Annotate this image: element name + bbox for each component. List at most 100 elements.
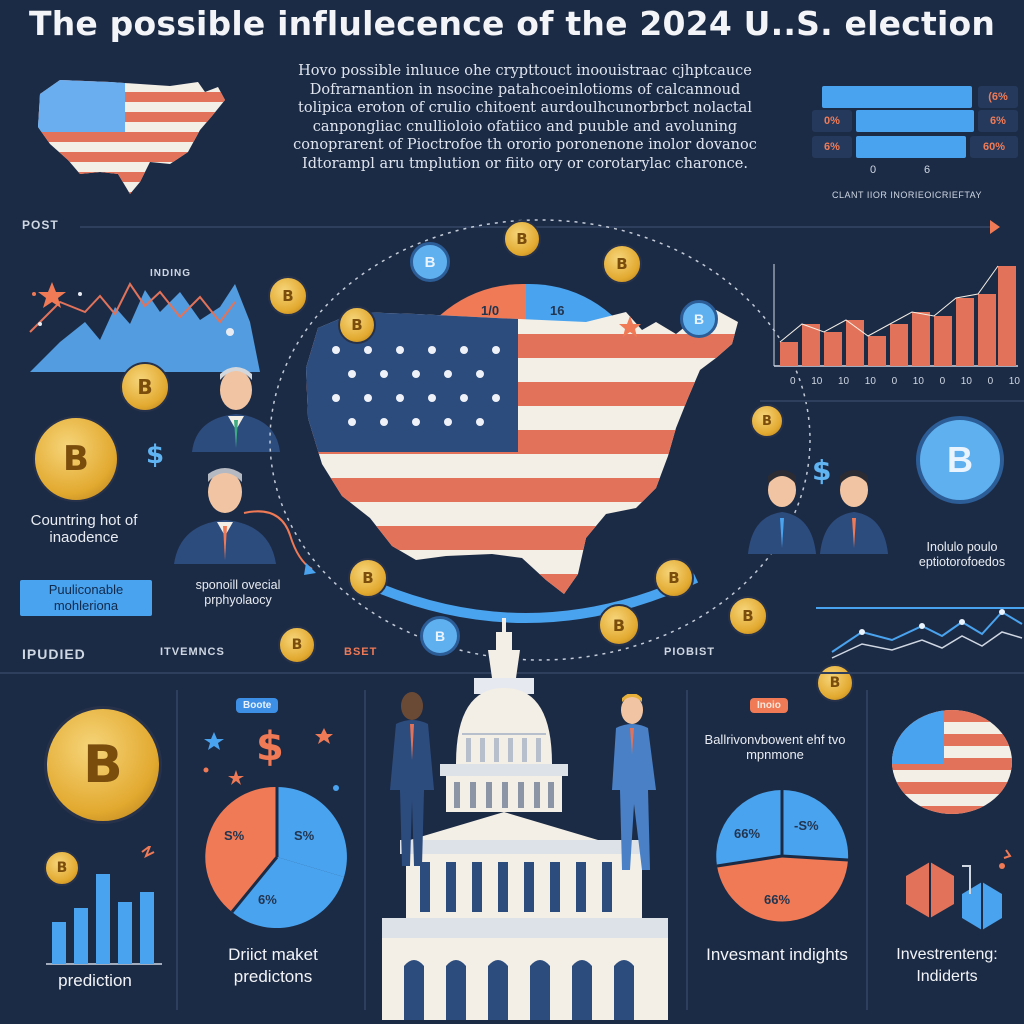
intro-line: Idtorampl aru tmplution or fiito ory or … bbox=[302, 155, 748, 172]
intro-line: tolipica eroton of crulio chitoent aurdo… bbox=[298, 100, 752, 116]
section-label-inding: INDING bbox=[150, 268, 191, 279]
boote-badge: Boote bbox=[236, 698, 279, 713]
us-flag-circle-icon bbox=[892, 710, 1012, 814]
pie-label-right: 16 bbox=[550, 303, 564, 318]
bitcoin-coin-icon: B bbox=[728, 596, 768, 636]
hbar-1 bbox=[822, 86, 972, 108]
us-flag-map-large: 1/0 16 bbox=[306, 283, 738, 623]
bitcoin-blue-coin-icon: B bbox=[420, 616, 460, 656]
section-label-ipudied: IPUDIED bbox=[22, 646, 86, 662]
section-label-post: POST bbox=[22, 218, 59, 232]
bitcoin-coin-icon: B bbox=[278, 626, 316, 664]
pie-label: -S% bbox=[794, 818, 819, 833]
arrow-right-icon bbox=[990, 220, 1000, 234]
hbar-3 bbox=[856, 136, 966, 158]
tick-label: 0 bbox=[790, 376, 796, 387]
us-flag-map-small bbox=[38, 80, 225, 194]
coin-orbit-ring bbox=[269, 219, 811, 661]
decorative-stars bbox=[203, 728, 339, 791]
column-divider bbox=[686, 690, 688, 1010]
tick-label: 0 bbox=[987, 376, 994, 387]
curved-arrow-icon bbox=[243, 510, 316, 575]
investrenteng-label: Investrenteng: Indiderts bbox=[896, 946, 998, 985]
pie-label: S% bbox=[294, 828, 315, 843]
public-badge: Puuliconable mohleriona bbox=[20, 580, 152, 616]
standing-figure-icon bbox=[390, 692, 434, 866]
tick-label: 10 bbox=[811, 376, 823, 387]
inoio-badge: Inoio bbox=[750, 698, 788, 713]
politicians-pair-icon bbox=[748, 470, 888, 554]
area-line-chart bbox=[29, 282, 260, 372]
right-caption: Inolulo poulo eptiotorofoedos bbox=[918, 540, 1006, 569]
market-pie-chart: S% S% 6% bbox=[205, 786, 347, 929]
section-label-itvemncs: ITVEMNCS bbox=[160, 646, 225, 658]
market-predictions-label: Driict maket predictons bbox=[228, 945, 318, 986]
bar-chart-ticks: 0 10 10 10 0 10 0 10 0 10 bbox=[790, 376, 1020, 387]
hbar-tick: 6 bbox=[924, 164, 931, 176]
bitcoin-coin-icon: B bbox=[598, 604, 640, 646]
bitcoin-coin-icon: B bbox=[750, 404, 784, 438]
intro-line: Hovo possible inluuce ohe crypttouct ino… bbox=[298, 63, 752, 79]
hbar-2-value: 0% bbox=[812, 110, 852, 132]
bitcoin-blue-coin-large-icon: B bbox=[916, 416, 1004, 504]
intro-line: conoprarent of Pioctrofoe th ororio poro… bbox=[293, 137, 757, 153]
col4-heading: Ballrivonvbowent ehf tvo mpnmone bbox=[704, 732, 846, 762]
hbar-1-value: (6% bbox=[978, 86, 1018, 108]
bitcoin-coin-icon: B bbox=[654, 558, 694, 598]
tick-label: 10 bbox=[960, 376, 972, 387]
standing-figure-icon bbox=[612, 694, 656, 870]
investment-cubes-icon bbox=[906, 849, 1012, 930]
prediction-label: prediction bbox=[58, 971, 132, 990]
right-bar-chart bbox=[773, 264, 1018, 367]
bitcoin-blue-coin-icon: B bbox=[410, 242, 450, 282]
tick-label: 10 bbox=[838, 376, 850, 387]
intro-line: canpongliac cnullioloio ofatiico and puu… bbox=[312, 118, 738, 135]
dollar-icon: $ bbox=[146, 440, 165, 470]
right-line-chart bbox=[816, 607, 1024, 659]
bitcoin-coin-icon: B bbox=[44, 850, 80, 886]
pie-label: 66% bbox=[764, 892, 790, 907]
investment-pie-chart: 66% -S% 66% bbox=[716, 789, 849, 922]
bitcoin-coin-icon: B bbox=[348, 558, 388, 598]
bitcoin-coin-large-icon: B bbox=[44, 706, 162, 824]
section-label-bset: BSET bbox=[344, 646, 378, 658]
bitcoin-coin-icon: B bbox=[338, 306, 376, 344]
pie-label: 66% bbox=[734, 826, 760, 841]
capitol-building-icon bbox=[382, 618, 668, 1020]
tick-label: 10 bbox=[864, 376, 876, 387]
hbar-tick: 0 bbox=[870, 164, 877, 176]
hbar-3b-value: 60% bbox=[970, 136, 1018, 158]
section-divider bbox=[760, 400, 1024, 402]
counting-label: Countring hot of inaodence bbox=[30, 512, 138, 546]
hbar-2 bbox=[856, 110, 974, 132]
dollar-icon: $ bbox=[256, 724, 284, 770]
dollar-icon: $ bbox=[812, 454, 832, 487]
sponsor-text: sponoill ovecial prphyolaocy bbox=[195, 578, 281, 607]
bitcoin-coin-icon: B bbox=[120, 362, 170, 412]
pie-label: 6% bbox=[258, 892, 277, 907]
bitcoin-coin-icon: B bbox=[503, 220, 541, 258]
pie-label-left: 1/0 bbox=[481, 303, 499, 318]
bitcoin-blue-coin-icon: B bbox=[680, 300, 718, 338]
column-divider bbox=[364, 690, 366, 1010]
column-divider bbox=[176, 690, 178, 1010]
tick-label: 0 bbox=[939, 376, 946, 387]
bitcoin-coin-large-icon: B bbox=[33, 416, 119, 502]
investment-insights-label: Invesmant indights bbox=[706, 945, 848, 964]
tick-label: 0 bbox=[891, 376, 898, 387]
bitcoin-coin-icon: B bbox=[268, 276, 308, 316]
bitcoin-coin-icon: B bbox=[602, 244, 642, 284]
intro-line: Dofrarnantion in nsocine patahcoeinlotio… bbox=[309, 81, 741, 98]
hbar-2b-value: 6% bbox=[978, 110, 1018, 132]
hbar-3-value: 6% bbox=[812, 136, 852, 158]
politician-figure-icon bbox=[192, 367, 280, 452]
page-title: The possible influlecence of the 2024 U.… bbox=[28, 4, 996, 43]
column-divider bbox=[866, 690, 868, 1010]
politician-figure-icon bbox=[174, 468, 276, 564]
intro-paragraph: Hovo possible inluuce ohe crypttouct ino… bbox=[255, 62, 795, 173]
bottom-bar-chart bbox=[46, 846, 162, 965]
flag-stars bbox=[332, 346, 500, 426]
tick-label: 10 bbox=[1008, 376, 1020, 387]
hbar-caption: CLANT IIOR INORIEOICRIEFTAY bbox=[832, 190, 983, 200]
horizontal-bar-chart: (6% 0% 6% 6% 60% 0 6 CLANT IIOR INORIEOI… bbox=[812, 82, 1022, 212]
